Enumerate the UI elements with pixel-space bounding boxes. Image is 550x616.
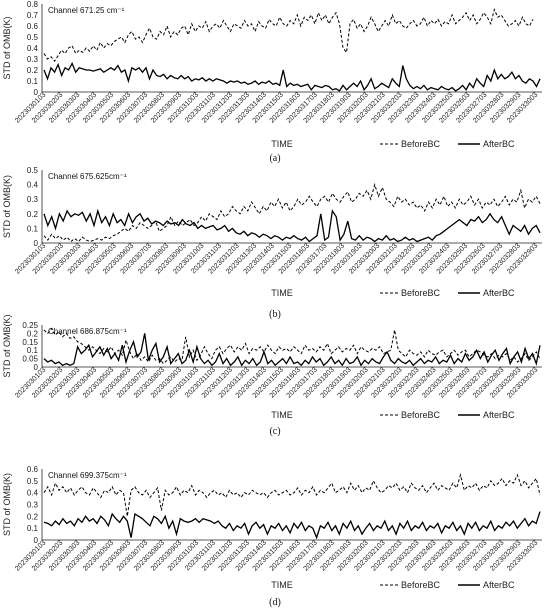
y-axis-label: STD of OMB(K) — [2, 473, 12, 536]
channel-annotation: Channel 675.625cm⁻¹ — [48, 172, 127, 181]
y-tick-label: 0.6 — [27, 465, 39, 474]
legend-label-before: BeforeBC — [401, 139, 441, 149]
y-tick-label: 0.8 — [27, 0, 39, 9]
legend-label-before: BeforeBC — [401, 410, 441, 420]
y-tick-label: 0.3 — [27, 195, 39, 204]
y-tick-label: 0.4 — [27, 489, 39, 498]
series-line-AfterBC — [43, 61, 541, 92]
legend-label-after: AfterBC — [483, 410, 515, 420]
y-tick-label: 0.6 — [27, 22, 39, 31]
x-axis-label: TIME — [271, 288, 293, 298]
panel-label: (c) — [269, 426, 280, 437]
y-tick-label: 0.5 — [27, 477, 39, 486]
y-tick-label: 0.5 — [27, 33, 39, 42]
y-tick-label: 0 — [34, 88, 39, 97]
channel-annotation: Channel 686.875cm⁻¹ — [48, 327, 127, 336]
y-tick-label: 0.1 — [27, 524, 39, 533]
x-axis-label: TIME — [271, 139, 293, 149]
chart-panel-2: 00.050.10.150.20.25 STD of OMB(K) Channel … — [2, 314, 542, 437]
series-line-AfterBC — [43, 333, 541, 367]
series-line-BeforeBC — [43, 472, 541, 517]
y-tick-label: 0 — [34, 239, 39, 248]
legend-label-before: BeforeBC — [401, 288, 441, 298]
panel-label: (b) — [269, 309, 281, 320]
y-tick-label: 0.25 — [22, 321, 38, 330]
y-tick-label: 0.15 — [22, 338, 38, 347]
y-tick-label: 0.2 — [27, 66, 39, 75]
y-tick-label: 0.2 — [27, 512, 39, 521]
y-tick-label: 0.2 — [27, 329, 39, 338]
y-tick-label: 0.1 — [27, 77, 39, 86]
series-line-BeforeBC — [43, 7, 534, 63]
y-tick-label: 0.1 — [27, 346, 39, 355]
legend-label-after: AfterBC — [483, 580, 515, 590]
y-tick-label: 0.3 — [27, 55, 39, 64]
series-line-AfterBC — [43, 208, 541, 243]
chart-panel-1: 0 0.1 0.2 0.3 0.4 0.5 STD of OMB(K) Channel 675… — [2, 166, 542, 320]
legend-label-after: AfterBC — [483, 139, 515, 149]
panel-label: (d) — [269, 597, 281, 608]
channel-annotation: Channel 699.375cm⁻¹ — [48, 471, 127, 480]
y-tick-label: 0.3 — [27, 501, 39, 510]
x-axis-label: TIME — [271, 580, 293, 590]
y-tick-label: 0.2 — [27, 210, 39, 219]
x-axis-label: TIME — [271, 410, 293, 420]
series-line-BeforeBC — [43, 327, 541, 365]
y-tick-label: 0 — [34, 363, 39, 372]
y-axis-label: STD of OMB(K) — [2, 16, 12, 79]
y-tick-label: 0.4 — [27, 181, 39, 190]
y-tick-label: 0 — [34, 536, 39, 545]
legend-label-after: AfterBC — [483, 288, 515, 298]
chart-panel-3: 0 0.1 0.2 0.3 0.4 0.5 0.6 STD of OMB(K) Channel … — [2, 465, 542, 608]
channel-annotation: Channel 671.25 cm⁻¹ — [48, 6, 125, 15]
y-axis-label: STD of OMB(K) — [2, 175, 12, 238]
series-line-AfterBC — [43, 511, 541, 540]
y-tick-label: 0.05 — [22, 355, 38, 364]
chart-panel-0: 0 0.1 0.2 0.3 0.4 0.5 0.6 0.7 0.8 STD of OMB(K) Ch… — [2, 0, 542, 164]
legend-label-before: BeforeBC — [401, 580, 441, 590]
y-tick-label: 0.5 — [27, 166, 39, 175]
series-line-BeforeBC — [43, 182, 541, 243]
y-tick-label: 0.1 — [27, 224, 39, 233]
y-tick-label: 0.7 — [27, 11, 39, 20]
panel-label: (a) — [269, 153, 280, 164]
y-axis-label: STD of OMB(K) — [2, 314, 12, 377]
y-tick-label: 0.4 — [27, 44, 39, 53]
